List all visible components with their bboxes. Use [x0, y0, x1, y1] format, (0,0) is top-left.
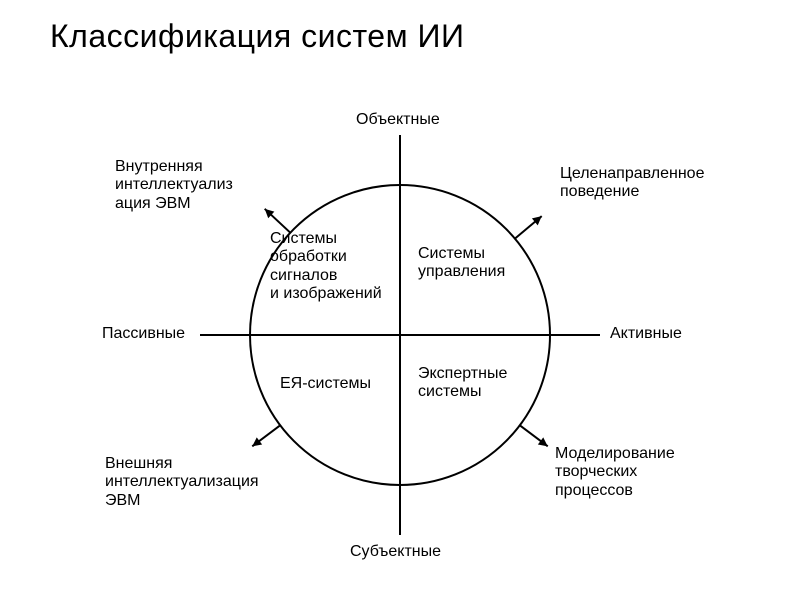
quadrant-label-top-right: Системы управления	[418, 245, 505, 282]
arrow-label-top-left: Внутренняя интеллектуализ ация ЭВМ	[115, 158, 233, 213]
axis-label-bottom: Субъектные	[350, 543, 441, 561]
arrow-label-bottom-right: Моделирование творческих процессов	[555, 445, 675, 500]
arrow-label-bottom-left: Внешняя интеллектуализация ЭВМ	[105, 455, 259, 510]
quadrant-label-bottom-right: Экспертные системы	[418, 365, 507, 402]
axis-label-left: Пассивные	[102, 325, 185, 343]
quadrant-label-bottom-left: ЕЯ-системы	[280, 375, 371, 393]
axis-label-right: Активные	[610, 325, 682, 343]
axis-label-top: Объектные	[356, 111, 440, 129]
quadrant-label-top-left: Системы обработки сигналов и изображений	[270, 230, 382, 304]
arrow-label-top-right: Целенаправленное поведение	[560, 165, 704, 202]
slide: Классификация систем ИИ Объектные Активн…	[0, 0, 800, 600]
